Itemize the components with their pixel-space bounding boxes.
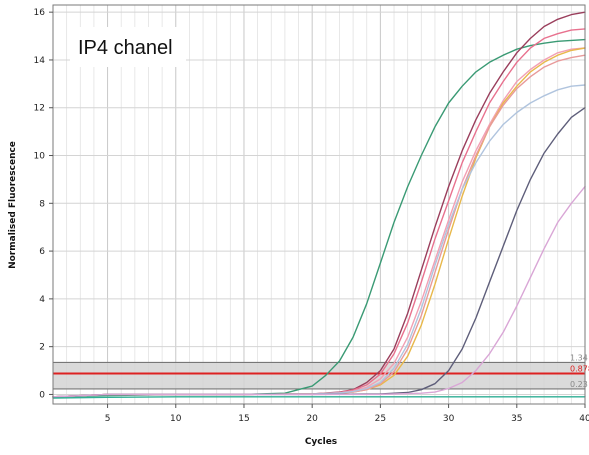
threshold-value-label: 1.34: [570, 353, 588, 362]
y-tick-label: 4: [39, 295, 45, 305]
series-line-6: [52, 54, 586, 398]
threshold-value-label: 0.878: [570, 364, 589, 373]
y-tick-label: 6: [39, 247, 45, 257]
x-tick-label: 15: [238, 414, 249, 424]
series-group: [52, 11, 586, 399]
plot-frame: [52, 4, 586, 405]
threshold-labels: 1.34 0.878 0.23: [570, 353, 589, 389]
x-tick-label: 30: [443, 414, 455, 424]
x-tick-label: 10: [170, 414, 182, 424]
y-tick-label: 16: [34, 8, 46, 18]
x-tick-label: 40: [579, 414, 589, 424]
series-line-5: [52, 47, 586, 398]
y-tick-label: 12: [34, 104, 45, 114]
x-tick-label: 25: [375, 414, 386, 424]
y-tick-label: 14: [34, 56, 46, 66]
y-tick-label: 0: [39, 390, 45, 400]
y-tick-label: 10: [34, 152, 46, 162]
x-axis-title: Cycles: [305, 437, 337, 447]
x-tick-label: 20: [306, 414, 318, 424]
title-box: IP4 chanel: [70, 27, 186, 67]
x-tick-label: 5: [105, 414, 111, 424]
threshold-band: [53, 362, 585, 389]
threshold-band-group: [53, 361, 585, 390]
chart-title: IP4 chanel: [78, 37, 173, 59]
series-line-8: [52, 106, 586, 398]
title-background: [70, 27, 186, 67]
series-line-1: [52, 38, 586, 398]
y-tick-label: 2: [39, 343, 45, 353]
series-line-10: [52, 396, 586, 399]
x-tick-label: 35: [511, 414, 522, 424]
series-line-3: [52, 28, 586, 398]
series-line-2: [52, 11, 586, 398]
threshold-value-label: 0.23: [570, 380, 588, 389]
y-tick-label: 8: [39, 199, 45, 209]
y-axis-title: Normalised Fluorescence: [8, 141, 18, 269]
series-line-9: [52, 185, 586, 398]
axes: 5 10 15 20 25 30 35 40 0 2 4 6 8 10 12 14 16: [34, 4, 589, 424]
